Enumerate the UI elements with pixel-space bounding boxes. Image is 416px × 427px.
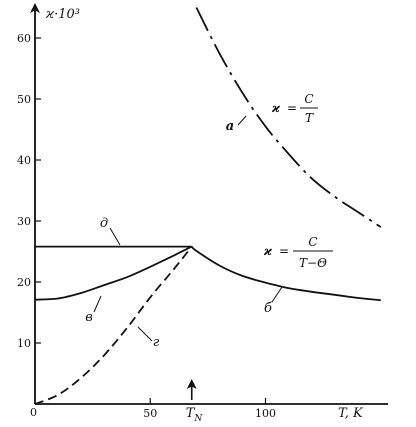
tn-label-main: T xyxy=(186,406,196,421)
x-axis-title: T, K xyxy=(338,406,364,421)
curve-letters: а б в г д xyxy=(85,115,283,350)
curve-4-leader xyxy=(137,326,153,342)
x-origin-label: 0 xyxy=(30,406,37,419)
y-axis-title: ϰ·10³ xyxy=(45,7,80,22)
y-tick-label-50: 50 xyxy=(17,93,31,106)
y-tick-label-40: 40 xyxy=(17,154,31,167)
formula-curie-weiss-num: C xyxy=(308,235,317,249)
y-tick-label-10: 10 xyxy=(17,337,31,350)
y-tick-label-30: 30 xyxy=(17,215,31,228)
curve-4 xyxy=(34,246,193,405)
curve-4-label: г xyxy=(153,335,160,350)
formula-curie-eq: = xyxy=(287,101,297,115)
formula-curie-lhs: ϰ xyxy=(271,101,281,115)
curve-2-leader xyxy=(271,286,283,303)
curve-5-leader xyxy=(109,227,121,246)
formula-curie: ϰ = C T xyxy=(271,92,318,125)
ticks: 10 20 30 40 50 60 50 100 xyxy=(17,32,276,420)
formula-curie-weiss-lhs: ϰ xyxy=(263,244,273,258)
curve-2-label: б xyxy=(264,301,272,316)
curve-1 xyxy=(195,7,382,228)
formula-curie-weiss-eq: = xyxy=(279,244,289,258)
curve-5-label: д xyxy=(100,216,108,231)
curve-2 xyxy=(191,245,381,302)
y-tick-label-60: 60 xyxy=(17,32,31,45)
tn-label: TN xyxy=(186,406,204,424)
x-tick-label-50: 50 xyxy=(143,407,157,420)
curve-3-leader xyxy=(93,295,102,313)
curves xyxy=(34,7,382,405)
y-tick-label-20: 20 xyxy=(17,276,31,289)
formula-curie-weiss: ϰ = C T−Θ xyxy=(263,235,333,270)
curve-1-leader xyxy=(237,115,247,126)
formula-curie-den: T xyxy=(305,111,314,125)
curve-1-label: а xyxy=(226,119,234,134)
curve-3 xyxy=(34,245,193,301)
formula-curie-num: C xyxy=(304,92,313,106)
tn-label-sub: N xyxy=(193,414,203,424)
formula-curie-weiss-den: T−Θ xyxy=(299,256,327,270)
curve-3-label: в xyxy=(85,310,93,325)
x-tick-label-100: 100 xyxy=(255,407,276,420)
